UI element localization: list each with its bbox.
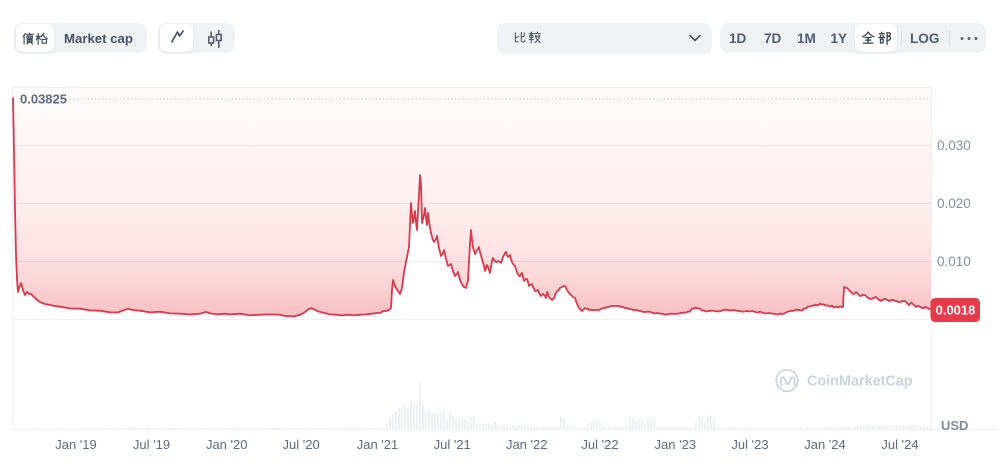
svg-text:Jul '24: Jul '24 bbox=[881, 437, 918, 452]
svg-text:Jul '23: Jul '23 bbox=[731, 437, 768, 452]
svg-text:0.020: 0.020 bbox=[937, 196, 971, 211]
svg-text:Jul '22: Jul '22 bbox=[581, 437, 618, 452]
svg-text:Jan '22: Jan '22 bbox=[506, 437, 548, 452]
svg-text:0.0018: 0.0018 bbox=[936, 303, 976, 318]
svg-text:USD: USD bbox=[941, 418, 968, 433]
svg-text:Jan '23: Jan '23 bbox=[655, 437, 697, 452]
svg-text:Jan '24: Jan '24 bbox=[804, 437, 846, 452]
svg-text:Jul '20: Jul '20 bbox=[283, 437, 320, 452]
svg-text:Jul '21: Jul '21 bbox=[434, 437, 471, 452]
svg-text:0.030: 0.030 bbox=[937, 138, 971, 153]
svg-text:Jul '19: Jul '19 bbox=[133, 437, 170, 452]
svg-text:CoinMarketCap: CoinMarketCap bbox=[807, 374, 913, 390]
svg-text:0.03825: 0.03825 bbox=[20, 92, 67, 107]
svg-text:Jan '20: Jan '20 bbox=[206, 437, 248, 452]
svg-text:Jan '19: Jan '19 bbox=[55, 437, 97, 452]
svg-text:0.010: 0.010 bbox=[937, 254, 971, 269]
svg-text:Jan '21: Jan '21 bbox=[357, 437, 399, 452]
